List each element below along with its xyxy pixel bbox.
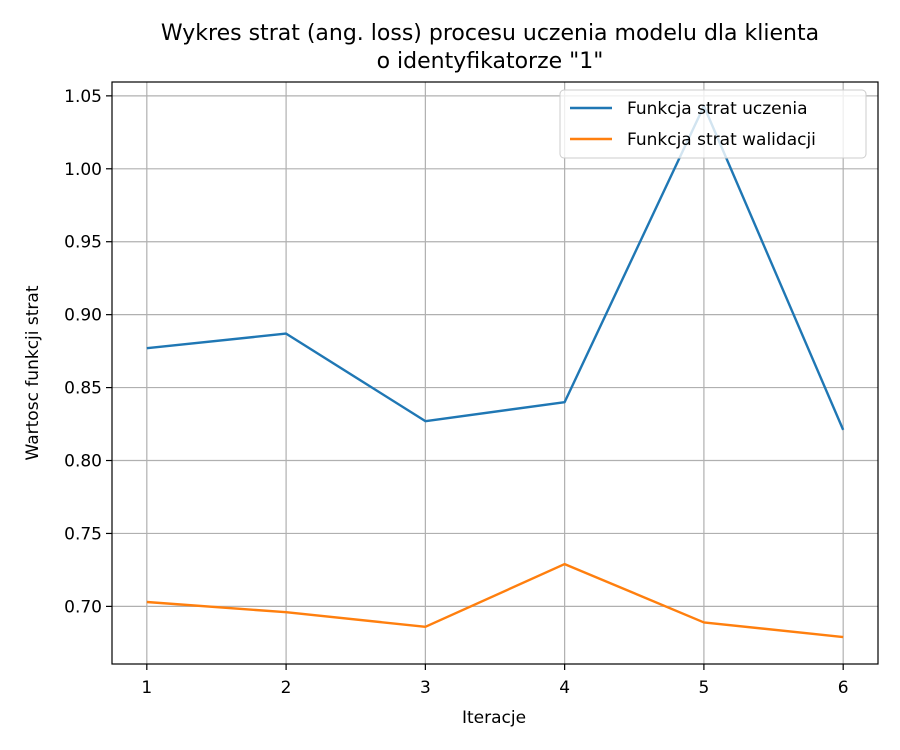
y-tick-label: 0.90 xyxy=(64,306,102,326)
y-tick-label: 0.75 xyxy=(64,524,102,544)
x-tick-label: 5 xyxy=(698,678,709,698)
x-tick-label: 6 xyxy=(838,678,849,698)
y-tick-label: 1.05 xyxy=(64,87,102,107)
training-loss-line xyxy=(146,104,845,431)
chart-title-line-2: o identyfikatorze "1" xyxy=(377,49,604,74)
legend-label-validation-loss: Funkcja strat walidacji xyxy=(627,130,816,150)
legend-label-training-loss: Funkcja strat uczenia xyxy=(627,99,808,119)
grid-layer xyxy=(112,82,878,664)
x-tick-label: 1 xyxy=(141,678,152,698)
legend: Funkcja strat uczenia Funkcja strat wali… xyxy=(559,89,867,159)
chart-title-line-1: Wykres strat (ang. loss) procesu uczenia… xyxy=(161,21,819,46)
x-tick-label: 2 xyxy=(281,678,292,698)
validation-loss-line xyxy=(146,562,844,639)
series-layer xyxy=(146,104,845,639)
y-tick-label: 1.00 xyxy=(64,160,102,180)
y-tick-label: 0.80 xyxy=(64,452,102,472)
y-axis-label: Wartosc funkcji strat xyxy=(23,285,43,460)
x-axis-label: Iteracje xyxy=(462,708,526,728)
plot-area-frame xyxy=(111,81,879,665)
legend-box xyxy=(559,89,867,159)
x-tick-label: 3 xyxy=(420,678,431,698)
tick-layer: 1 2 3 4 5 6 0.70 0.75 0.80 0.85 0.90 0.95 1.00 1.05 xyxy=(64,87,848,698)
y-tick-label: 0.85 xyxy=(64,379,102,399)
y-tick-label: 0.95 xyxy=(64,233,102,253)
x-tick-label: 4 xyxy=(559,678,570,698)
y-tick-label: 0.70 xyxy=(64,597,102,617)
